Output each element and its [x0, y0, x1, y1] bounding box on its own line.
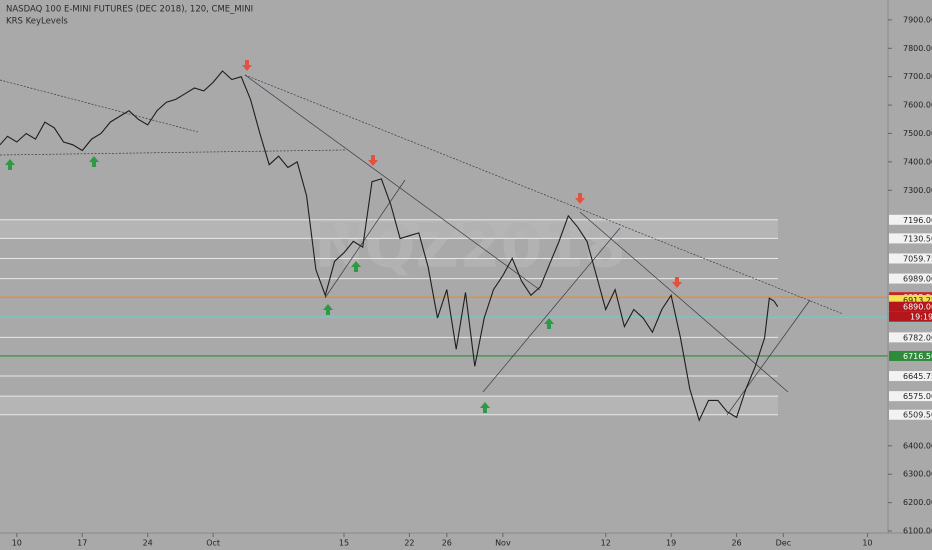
y-tick-label: 7500.00 — [903, 129, 932, 138]
y-tick-label: 7800.00 — [903, 44, 932, 53]
trendline — [244, 74, 541, 291]
level-label: 7130.50 — [903, 234, 932, 243]
chart-title: NASDAQ 100 E-MINI FUTURES (DEC 2018), 12… — [6, 5, 253, 15]
level-label: 7196.00 — [903, 216, 932, 225]
level-tag — [889, 214, 932, 225]
x-tick-label: 26 — [731, 539, 741, 548]
level-tag — [889, 391, 932, 402]
level-tag — [889, 350, 932, 361]
up-arrow — [544, 318, 554, 329]
countdown-tag — [889, 311, 932, 322]
trendlines — [0, 74, 844, 416]
x-tick-label: Dec — [776, 539, 791, 548]
level-tag — [889, 273, 932, 284]
price-tag-label: 6890.00 — [903, 303, 932, 312]
up-arrow — [323, 304, 333, 315]
x-tick-label: Oct — [206, 539, 220, 548]
x-tick-label: 19 — [666, 539, 676, 548]
up-arrow — [89, 156, 99, 167]
level-label: 6645.75 — [903, 372, 932, 381]
down-arrow — [242, 60, 252, 71]
y-tick-label: 6300.00 — [903, 470, 932, 479]
up-arrow — [480, 402, 490, 413]
down-arrow — [575, 193, 585, 204]
up-arrow — [351, 261, 361, 272]
level-label: 6575.00 — [903, 392, 932, 401]
trendline — [482, 227, 621, 393]
y-tick-label: 6200.00 — [903, 498, 932, 507]
x-tick-label: 17 — [77, 539, 87, 548]
price-tag-label: 6913.25 — [903, 296, 932, 305]
y-tick-label: 7400.00 — [903, 157, 932, 166]
price-tag — [889, 301, 932, 312]
level-tag — [889, 409, 932, 420]
price-tag — [889, 295, 932, 306]
x-tick-label: 26 — [442, 539, 452, 548]
down-arrow — [672, 277, 682, 288]
signals — [5, 60, 682, 413]
countdown: 19:19 — [910, 313, 932, 322]
level-tag — [889, 233, 932, 244]
y-tick-label: 7900.00 — [903, 15, 932, 24]
y-tick-label: 7600.00 — [903, 101, 932, 110]
zone — [0, 219, 778, 239]
trendline — [726, 299, 811, 416]
x-tick-label: 24 — [143, 539, 153, 548]
indicator-name: KRS KeyLevels — [6, 17, 68, 27]
y-tick-label: 6100.00 — [903, 527, 932, 536]
x-tick-label: Nov — [495, 539, 511, 548]
x-tick-label: 10 — [12, 539, 22, 548]
level-label: 6509.50 — [903, 411, 932, 420]
y-tick-label: 6400.00 — [903, 441, 932, 450]
x-tick-label: 22 — [404, 539, 414, 548]
level-tag — [889, 332, 932, 343]
level-label: 6716.50 — [903, 352, 932, 361]
y-tick-label: 7700.00 — [903, 72, 932, 81]
level-tag — [889, 371, 932, 382]
x-tick-label: 10 — [862, 539, 872, 548]
x-tick-label: 15 — [339, 539, 349, 548]
up-arrow — [5, 159, 15, 170]
y-tick-label: 7300.00 — [903, 186, 932, 195]
trendline — [579, 211, 789, 393]
down-arrow — [368, 155, 378, 166]
trendline — [324, 179, 406, 299]
level-label: 7059.75 — [903, 254, 932, 263]
level-label: 6989.00 — [903, 275, 932, 284]
level-tag — [889, 253, 932, 264]
trendline — [244, 74, 844, 315]
x-tick-label: 12 — [601, 539, 611, 548]
price-line — [0, 70, 779, 422]
trendline — [0, 149, 346, 156]
zone — [0, 396, 778, 415]
trendline — [0, 79, 199, 133]
level-label: 6782.00 — [903, 333, 932, 342]
